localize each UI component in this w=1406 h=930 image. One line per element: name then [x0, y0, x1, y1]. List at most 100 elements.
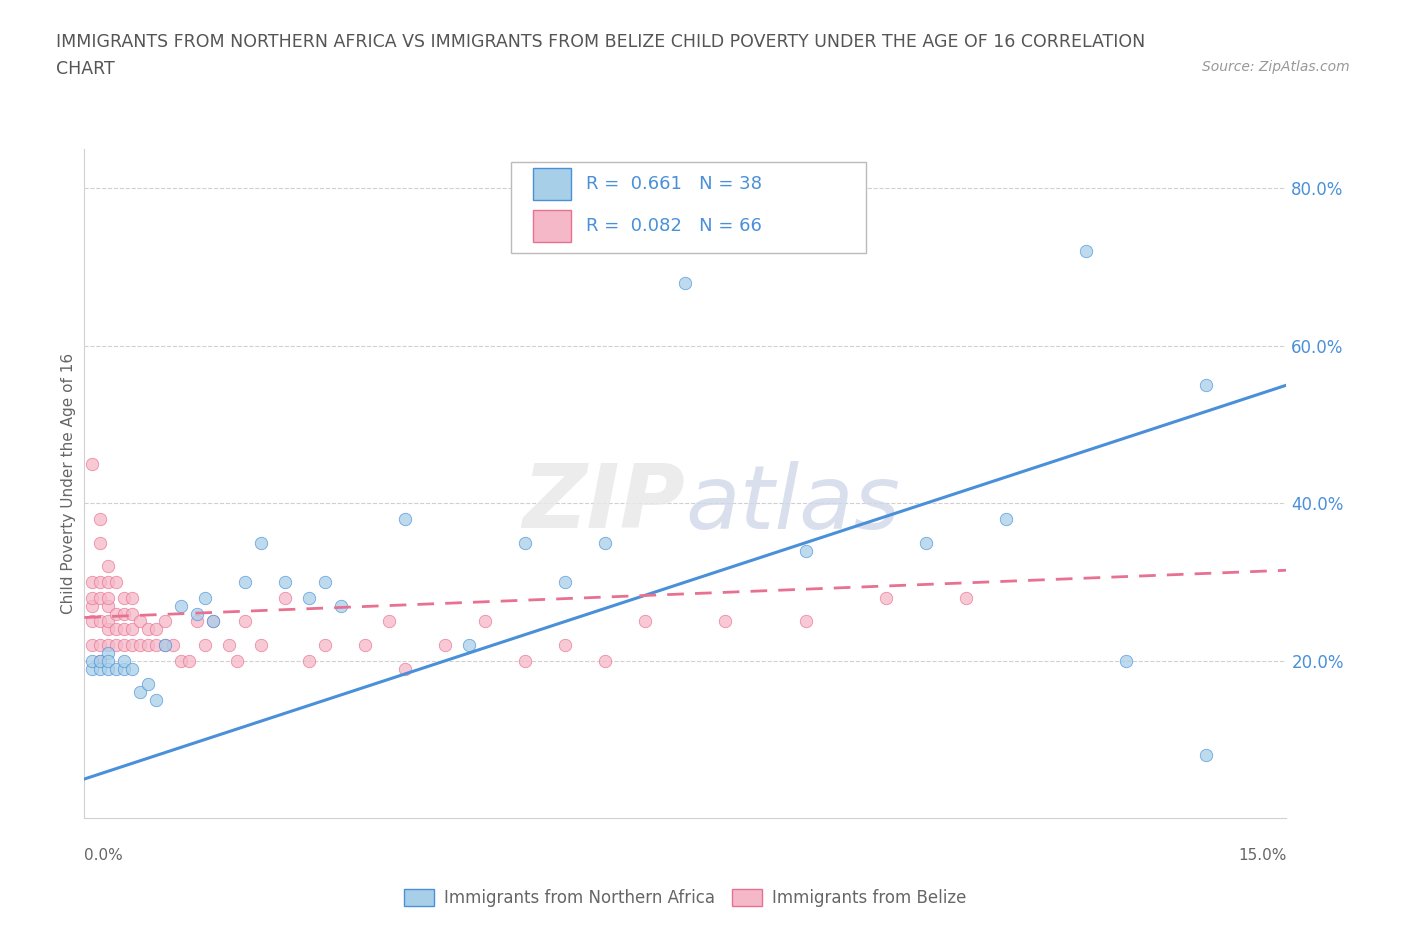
Point [129, 638, 152, 653]
Point [274, 591, 297, 605]
Point [89, 512, 111, 526]
Point [129, 684, 152, 699]
Point [1195, 748, 1218, 763]
Point [1195, 378, 1218, 392]
Point [114, 622, 135, 637]
Point [82, 654, 104, 669]
Legend: Immigrants from Northern Africa, Immigrants from Belize: Immigrants from Northern Africa, Immigra… [398, 883, 973, 914]
Point [97, 661, 120, 676]
Point [89, 661, 111, 676]
Text: 15.0%: 15.0% [1239, 848, 1286, 863]
Point [114, 606, 135, 621]
Point [515, 536, 537, 551]
Point [354, 638, 377, 653]
Point [434, 638, 457, 653]
Point [153, 614, 176, 629]
Point [114, 654, 135, 669]
Point [714, 614, 737, 629]
Point [105, 575, 128, 590]
Point [145, 638, 167, 653]
Point [249, 638, 271, 653]
Point [82, 661, 104, 676]
Text: atlas: atlas [686, 460, 900, 547]
Point [394, 661, 416, 676]
Point [194, 638, 217, 653]
Point [89, 536, 111, 551]
FancyBboxPatch shape [512, 162, 866, 253]
Text: 0.0%: 0.0% [84, 848, 124, 863]
Point [82, 598, 104, 613]
Point [97, 645, 120, 660]
Point [794, 614, 817, 629]
Point [595, 654, 617, 669]
Text: IMMIGRANTS FROM NORTHERN AFRICA VS IMMIGRANTS FROM BELIZE CHILD POVERTY UNDER TH: IMMIGRANTS FROM NORTHERN AFRICA VS IMMIG… [56, 33, 1146, 50]
Bar [533, 168, 571, 200]
Point [97, 559, 120, 574]
Point [89, 575, 111, 590]
Point [82, 575, 104, 590]
Point [554, 638, 576, 653]
Text: R =  0.082   N = 66: R = 0.082 N = 66 [586, 217, 762, 234]
Point [314, 575, 336, 590]
Point [105, 622, 128, 637]
Point [274, 575, 297, 590]
Point [82, 614, 104, 629]
Point [218, 638, 240, 653]
Point [169, 654, 191, 669]
Point [114, 591, 135, 605]
Point [186, 606, 208, 621]
Point [298, 654, 321, 669]
Point [138, 677, 160, 692]
Point [97, 622, 120, 637]
Point [153, 638, 176, 653]
Text: ZIP: ZIP [523, 460, 686, 547]
Point [298, 591, 321, 605]
Point [89, 654, 111, 669]
Point [394, 512, 416, 526]
Point [169, 598, 191, 613]
Point [458, 638, 481, 653]
Text: R =  0.661   N = 38: R = 0.661 N = 38 [586, 175, 762, 193]
Point [915, 536, 938, 551]
Point [145, 622, 167, 637]
Point [138, 638, 160, 653]
Text: CHART: CHART [56, 60, 115, 78]
Point [114, 661, 135, 676]
Text: Source: ZipAtlas.com: Source: ZipAtlas.com [1202, 60, 1350, 74]
Point [1115, 654, 1137, 669]
Point [186, 614, 208, 629]
Point [233, 614, 256, 629]
Y-axis label: Child Poverty Under the Age of 16: Child Poverty Under the Age of 16 [60, 353, 76, 614]
Point [138, 622, 160, 637]
Point [121, 638, 143, 653]
Point [162, 638, 184, 653]
Point [675, 275, 697, 290]
Point [114, 638, 135, 653]
Point [89, 654, 111, 669]
Point [82, 457, 104, 472]
Point [89, 591, 111, 605]
Point [225, 654, 247, 669]
Point [97, 575, 120, 590]
Point [201, 614, 224, 629]
Point [634, 614, 657, 629]
Point [121, 622, 143, 637]
Point [329, 598, 352, 613]
Point [121, 661, 143, 676]
Point [121, 606, 143, 621]
Point [794, 543, 817, 558]
Point [97, 614, 120, 629]
Point [201, 614, 224, 629]
Point [378, 614, 401, 629]
Point [97, 638, 120, 653]
Point [955, 591, 977, 605]
Point [97, 654, 120, 669]
Point [89, 638, 111, 653]
Bar [533, 209, 571, 242]
Point [121, 591, 143, 605]
Point [177, 654, 200, 669]
Point [82, 591, 104, 605]
Point [105, 606, 128, 621]
Point [314, 638, 336, 653]
Point [129, 614, 152, 629]
